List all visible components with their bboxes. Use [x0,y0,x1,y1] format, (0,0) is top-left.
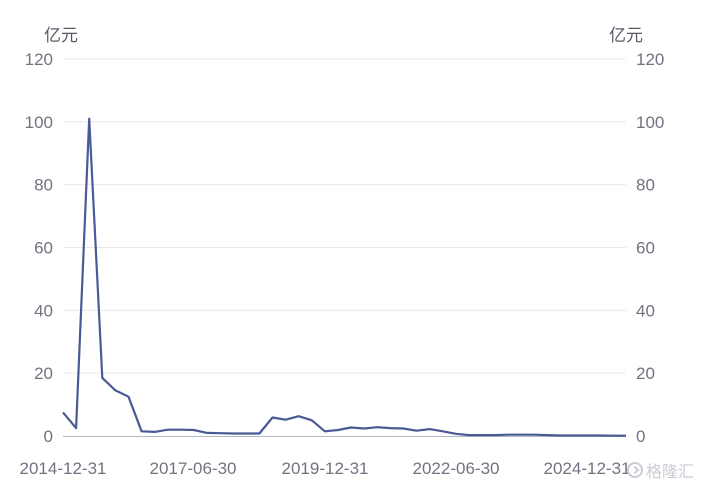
x-tick-label: 2024-12-31 [544,459,631,478]
y-tick-label-left: 60 [34,239,53,258]
watermark-logo-icon [627,462,643,478]
y-tick-label-right: 40 [636,301,655,320]
y-tick-label-left: 0 [44,427,53,446]
grid-lines [63,58,626,374]
y-tick-label-left: 40 [34,301,53,320]
y-tick-label-right: 100 [636,113,664,132]
y-tick-label-left: 120 [25,50,53,69]
x-tick-label: 2014-12-31 [20,459,107,478]
right-axis-unit: 亿元 [609,26,643,45]
left-y-axis: 0 20 40 60 80 100 120 [25,50,53,446]
y-tick-label-right: 60 [636,239,655,258]
x-axis: 2014-12-31 2017-06-30 2019-12-31 2022-06-30… [20,436,631,478]
y-tick-label-right: 120 [636,50,664,69]
watermark: 格隆汇 [627,458,694,482]
x-tick-label: 2019-12-31 [282,459,369,478]
y-tick-label-left: 100 [25,113,53,132]
left-axis-unit: 亿元 [44,26,78,45]
watermark-text: 格隆汇 [646,464,695,481]
x-tick-label: 2022-06-30 [413,459,500,478]
y-tick-label-left: 80 [34,176,53,195]
right-y-axis: 0 20 40 60 80 100 120 [636,50,664,446]
x-tick-label: 2017-06-30 [150,459,237,478]
y-tick-label-right: 0 [636,427,645,446]
y-tick-label-right: 20 [636,364,655,383]
series-group [62,117,626,437]
y-tick-label-right: 80 [636,176,655,195]
y-tick-label-left: 20 [34,364,53,383]
series-line [62,117,626,437]
